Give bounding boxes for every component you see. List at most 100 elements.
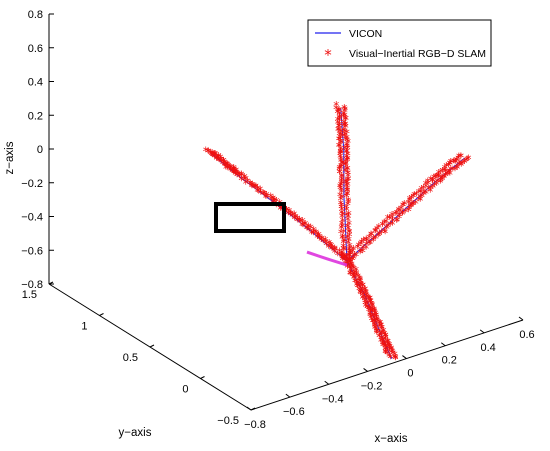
slam-marker: * [428,173,434,187]
slam-marker: * [205,146,211,160]
slam-marker: * [345,179,351,193]
slam-marker: * [385,336,391,350]
slam-marker: * [339,247,345,261]
slam-marker: * [445,167,451,181]
slam-marker: * [343,113,349,127]
slam-marker: * [439,174,445,188]
slam-marker: * [229,165,235,179]
slam-marker: * [344,189,350,203]
slam-marker: * [438,172,444,186]
slam-marker: * [336,120,342,134]
slam-marker: * [350,268,356,282]
slam-marker: * [362,283,368,297]
slam-marker: * [442,166,448,180]
slam-marker: * [252,182,258,196]
slam-marker: * [371,315,377,329]
slam-marker: * [396,210,402,224]
x-tick [440,342,446,347]
slam-marker: * [361,288,367,302]
slam-marker: * [341,237,347,251]
slam-marker: * [261,188,267,202]
slam-marker: * [304,222,310,236]
slam-marker: * [338,137,344,151]
slam-marker: * [379,227,385,241]
slam-marker: * [360,246,366,260]
slam-marker: * [342,142,348,156]
slam-marker: * [396,211,402,225]
slam-marker: * [328,239,334,253]
slam-marker: * [344,261,350,275]
slam-marker: * [344,183,350,197]
slam-marker: * [315,230,321,244]
slam-marker: * [367,295,373,309]
slam-marker: * [429,175,435,189]
slam-marker: * [342,165,348,179]
slam-marker: * [381,217,387,231]
slam-marker: * [364,297,370,311]
slam-marker: * [320,236,326,250]
slam-marker: * [339,157,345,171]
slam-marker: * [345,136,351,150]
slam-marker: * [351,272,357,286]
slam-marker: * [309,227,315,241]
slam-marker: * [340,231,346,245]
slam-marker: * [342,120,348,134]
slam-marker: * [416,186,422,200]
slam-marker: * [345,142,351,156]
slam-marker: * [382,333,388,347]
slam-marker: * [342,130,348,144]
slam-marker: * [346,208,352,222]
slam-marker: * [218,154,224,168]
slam-marker: * [423,187,429,201]
slam-marker: * [413,189,419,203]
slam-marker: * [450,164,456,178]
slam-marker: * [351,271,357,285]
slam-marker: * [441,171,447,185]
slam-marker: * [379,322,385,336]
slam-marker: * [387,212,393,226]
slam-marker: * [372,322,378,336]
slam-marker: * [337,246,343,260]
slam-marker: * [454,162,460,176]
slam-marker: * [222,159,228,173]
slam-marker: * [337,115,343,129]
slam-marker: * [297,216,303,230]
slam-marker: * [345,167,351,181]
slam-marker: * [379,327,385,341]
slam-marker: * [338,162,344,176]
slam-marker: * [346,256,352,270]
slam-marker: * [377,321,383,335]
slam-marker: * [392,348,398,362]
slam-marker: * [336,140,342,154]
slam-marker: * [212,151,218,165]
slam-marker: * [366,293,372,307]
slam-marker: * [339,192,345,206]
slam-marker: * [344,135,350,149]
slam-marker: * [329,242,335,256]
slam-marker: * [338,197,344,211]
slam-marker: * [335,107,341,121]
slam-marker: * [294,215,300,229]
slam-marker: * [370,235,376,249]
slam-marker: * [375,230,381,244]
slam-marker: * [231,162,237,176]
slam-marker: * [410,199,416,213]
vicon-trajectory [209,108,466,359]
y-tick [149,344,155,348]
slam-marker: * [319,232,325,246]
slam-marker: * [347,255,353,269]
slam-marker: * [310,227,316,241]
slam-marker: * [408,200,414,214]
slam-marker: * [383,342,389,356]
slam-marker: * [271,194,277,208]
slam-marker: * [364,234,370,248]
slam-marker: * [434,178,440,192]
slam-marker: * [387,219,393,233]
slam-marker: * [214,153,220,167]
slam-marker: * [402,205,408,219]
slam-marker: * [337,189,343,203]
slam-trajectory: ****************************************… [203,99,472,366]
slam-marker: * [302,219,308,233]
x-tick [518,316,524,321]
slam-marker: * [426,183,432,197]
